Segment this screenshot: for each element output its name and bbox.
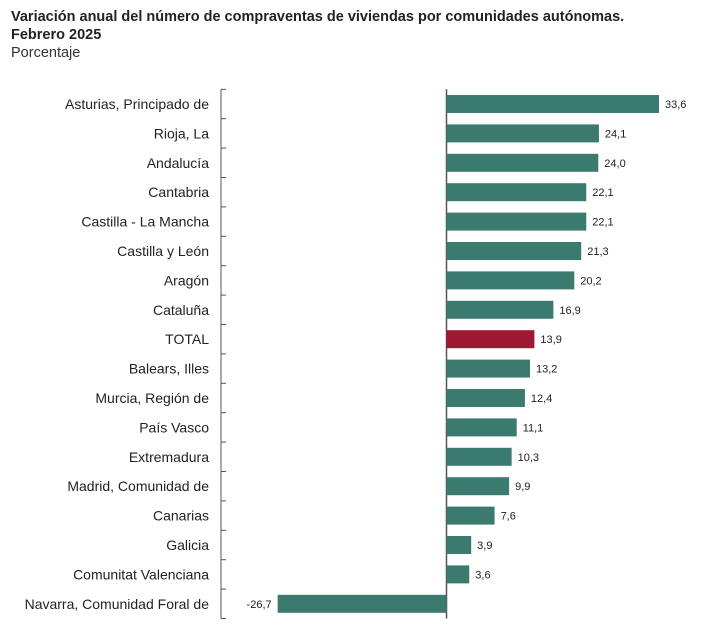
category-label: Comunitat Valenciana: [73, 566, 209, 582]
category-label: Aragón: [164, 272, 209, 288]
data-label: 12,4: [531, 393, 552, 405]
category-label: TOTAL: [165, 331, 209, 347]
chart-title-line-1: Variación anual del número de compravent…: [11, 9, 625, 25]
data-label: 3,9: [477, 540, 492, 552]
data-label: 24,1: [605, 128, 626, 140]
category-label: Cataluña: [153, 302, 209, 318]
chart-title-line-2: Febrero 2025: [11, 27, 102, 43]
data-label: 33,6: [665, 99, 686, 111]
category-label: Murcia, Región de: [95, 390, 209, 406]
data-label: 24,0: [604, 158, 625, 170]
category-label: Galicia: [166, 537, 209, 553]
category-label: Cantabria: [148, 184, 209, 200]
bar: [446, 389, 525, 407]
bar: [446, 242, 582, 260]
chart-subtitle: Porcentaje: [11, 45, 81, 61]
category-label: Canarias: [153, 508, 209, 524]
bar: [446, 506, 495, 525]
bar: [446, 330, 535, 349]
data-label: 7,6: [501, 511, 516, 523]
data-label: 22,1: [592, 217, 613, 229]
category-label: País Vasco: [139, 419, 209, 435]
bar: [446, 300, 554, 319]
bar: [277, 594, 447, 613]
data-label: 13,2: [536, 364, 557, 376]
category-label: Castilla y León: [117, 243, 209, 259]
bar: [446, 95, 659, 113]
category-label: Balears, Illes: [129, 361, 209, 377]
bar: [446, 565, 470, 584]
data-label: 22,1: [592, 187, 613, 199]
bar: [446, 477, 510, 496]
category-label: Extremadura: [129, 449, 209, 465]
chart-title: Variación anual del número de compravent…: [11, 8, 691, 44]
data-label: 10,3: [518, 452, 539, 464]
bar: [446, 183, 587, 202]
category-label: Castilla - La Mancha: [81, 214, 209, 230]
bar: [446, 359, 530, 378]
data-label: 11,1: [523, 422, 544, 434]
data-label: 20,2: [580, 275, 601, 287]
bar: [446, 124, 599, 143]
bar: [446, 418, 517, 437]
data-label: 13,9: [540, 334, 561, 346]
bar: [446, 447, 512, 466]
category-label: Andalucía: [147, 155, 209, 171]
data-label: 3,6: [475, 569, 490, 581]
bar: [446, 212, 587, 231]
data-label: 9,9: [515, 481, 530, 493]
category-label: Navarra, Comunidad Foral de: [25, 596, 210, 612]
category-label: Madrid, Comunidad de: [67, 478, 209, 494]
category-label: Rioja, La: [154, 125, 209, 141]
data-label: 16,9: [559, 305, 580, 317]
category-label: Asturias, Principado de: [65, 96, 209, 112]
data-label: -26,7: [247, 599, 272, 611]
data-label: 21,3: [587, 246, 608, 258]
bar: [446, 153, 599, 172]
bar: [446, 271, 575, 290]
bar: [446, 536, 472, 554]
